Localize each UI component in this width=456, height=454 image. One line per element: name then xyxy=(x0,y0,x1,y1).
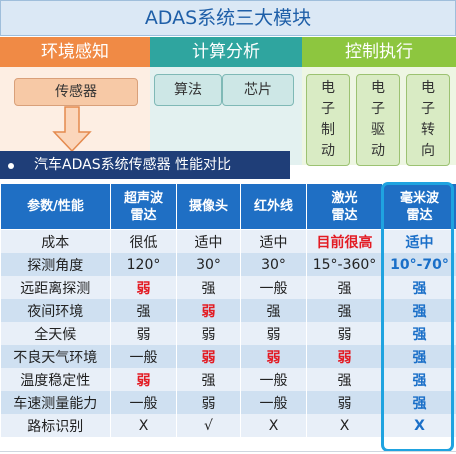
table-cell: 强 xyxy=(306,299,383,322)
column-header: 激光 雷达 xyxy=(306,183,383,230)
table-cell: 15°-360° xyxy=(306,253,383,276)
table-cell: 弱 xyxy=(176,299,241,322)
category-computation-analysis: 计算分析 xyxy=(150,37,302,67)
brake-char: 子 xyxy=(321,101,335,117)
row-label: 成本 xyxy=(0,229,111,253)
sensor-comparison-table: 参数/性能 超声波 雷达 摄像头 红外线 激光 雷达 毫米波 雷达 成本 很低 适中 适中 目前很… xyxy=(0,183,456,437)
category-environment-perception: 环境感知 xyxy=(0,37,150,67)
brake-char: 制 xyxy=(321,122,335,138)
table-cell: 一般 xyxy=(110,391,177,414)
table-cell: 弱 xyxy=(306,391,383,414)
table-cell: 弱 xyxy=(110,322,177,345)
drive-char: 驱 xyxy=(371,122,385,138)
table-cell: 一般 xyxy=(110,345,177,368)
table-cell: 弱 xyxy=(110,368,177,391)
brake-char: 电 xyxy=(321,80,335,96)
table-row: 成本 很低 适中 适中 目前很高 适中 xyxy=(0,229,456,253)
table-cell: 强 xyxy=(382,391,456,414)
table-header-row: 参数/性能 超声波 雷达 摄像头 红外线 激光 雷达 毫米波 雷达 xyxy=(0,183,456,230)
sensor-box: 传感器 xyxy=(14,78,138,106)
table-cell: 10°-70° xyxy=(382,253,456,276)
table-cell: 适中 xyxy=(240,229,307,253)
table-cell: 一般 xyxy=(240,368,307,391)
table-cell: 强 xyxy=(382,276,456,299)
table-cell: √ xyxy=(176,414,241,437)
electronic-brake-box: 电 子 制 动 xyxy=(306,74,350,166)
electronic-drive-box: 电 子 驱 动 xyxy=(356,74,400,166)
table-cell: 弱 xyxy=(240,345,307,368)
table-row: 全天候弱弱弱弱强 xyxy=(0,322,456,345)
diagram-title: ADAS系统三大模块 xyxy=(0,0,456,36)
column-header: 红外线 xyxy=(240,183,307,230)
table-cell: 强 xyxy=(382,368,456,391)
table-cell: X xyxy=(240,414,307,437)
row-label: 远距离探测 xyxy=(0,276,111,299)
column-header: 摄像头 xyxy=(176,183,241,230)
table-body: 成本 很低 适中 适中 目前很高 适中 探测角度 120° 30° 30° 15°-360° 10°-… xyxy=(0,229,456,437)
table-row: 探测角度 120° 30° 30° 15°-360° 10°-70° xyxy=(0,253,456,276)
table-cell: 一般 xyxy=(240,391,307,414)
divider xyxy=(0,451,456,452)
table-cell: 强 xyxy=(306,368,383,391)
table-row: 远距离探测弱强一般强强 xyxy=(0,276,456,299)
table-row: 温度稳定性弱强一般强强 xyxy=(0,368,456,391)
column-header: 参数/性能 xyxy=(0,183,111,230)
down-arrow-icon xyxy=(52,106,92,152)
table-cell: 强 xyxy=(176,368,241,391)
column-header: 毫米波 雷达 xyxy=(382,183,456,230)
table-cell: 强 xyxy=(382,345,456,368)
table-cell: 强 xyxy=(110,299,177,322)
row-label: 不良天气环境 xyxy=(0,345,111,368)
table-cell: 30° xyxy=(240,253,307,276)
table-cell: 弱 xyxy=(176,391,241,414)
steer-char: 向 xyxy=(421,143,435,159)
drive-char: 电 xyxy=(371,80,385,96)
electronic-steering-box: 电 子 转 向 xyxy=(406,74,450,166)
table-cell: 强 xyxy=(382,299,456,322)
table-cell: 强 xyxy=(306,276,383,299)
table-cell: 弱 xyxy=(306,322,383,345)
table-cell: 目前很高 xyxy=(306,229,383,253)
table-cell: 弱 xyxy=(110,276,177,299)
table-cell: 120° xyxy=(110,253,177,276)
table-cell: 弱 xyxy=(306,345,383,368)
row-label: 温度稳定性 xyxy=(0,368,111,391)
steer-char: 电 xyxy=(421,80,435,96)
table-cell: 适中 xyxy=(176,229,241,253)
table-cell: 弱 xyxy=(176,322,241,345)
row-label: 路标识别 xyxy=(0,414,111,437)
table-cell: X xyxy=(382,414,456,437)
category-control-execution: 控制执行 xyxy=(302,37,456,67)
brake-char: 动 xyxy=(321,143,335,159)
row-label: 探测角度 xyxy=(0,253,111,276)
table-cell: X xyxy=(306,414,383,437)
drive-char: 动 xyxy=(371,143,385,159)
column-header: 超声波 雷达 xyxy=(110,183,177,230)
table-cell: 强 xyxy=(176,276,241,299)
section-header: 汽车ADAS系统传感器 性能对比 xyxy=(0,151,290,179)
table-cell: 一般 xyxy=(240,276,307,299)
table-cell: 强 xyxy=(382,322,456,345)
table-row: 路标识别 X √ X X X xyxy=(0,414,456,437)
table-cell: 很低 xyxy=(110,229,177,253)
table-cell: 弱 xyxy=(176,345,241,368)
steer-char: 子 xyxy=(421,101,435,117)
section-title: 汽车ADAS系统传感器 性能对比 xyxy=(34,157,232,173)
drive-char: 子 xyxy=(371,101,385,117)
table-cell: 适中 xyxy=(382,229,456,253)
row-label: 夜间环境 xyxy=(0,299,111,322)
table-row: 不良天气环境 一般弱弱弱强 xyxy=(0,345,456,368)
table-cell: 弱 xyxy=(240,322,307,345)
table-cell: X xyxy=(110,414,177,437)
table-row: 夜间环境强弱强强强 xyxy=(0,299,456,322)
row-label: 全天候 xyxy=(0,322,111,345)
row-label: 车速测量能力 xyxy=(0,391,111,414)
steer-char: 转 xyxy=(421,122,435,138)
table-cell: 强 xyxy=(240,299,307,322)
algorithm-box: 算法 xyxy=(154,74,222,106)
table-cell: 30° xyxy=(176,253,241,276)
table-row: 车速测量能力 一般弱一般弱强 xyxy=(0,391,456,414)
chip-box: 芯片 xyxy=(222,74,294,106)
bullet-icon xyxy=(8,163,14,169)
